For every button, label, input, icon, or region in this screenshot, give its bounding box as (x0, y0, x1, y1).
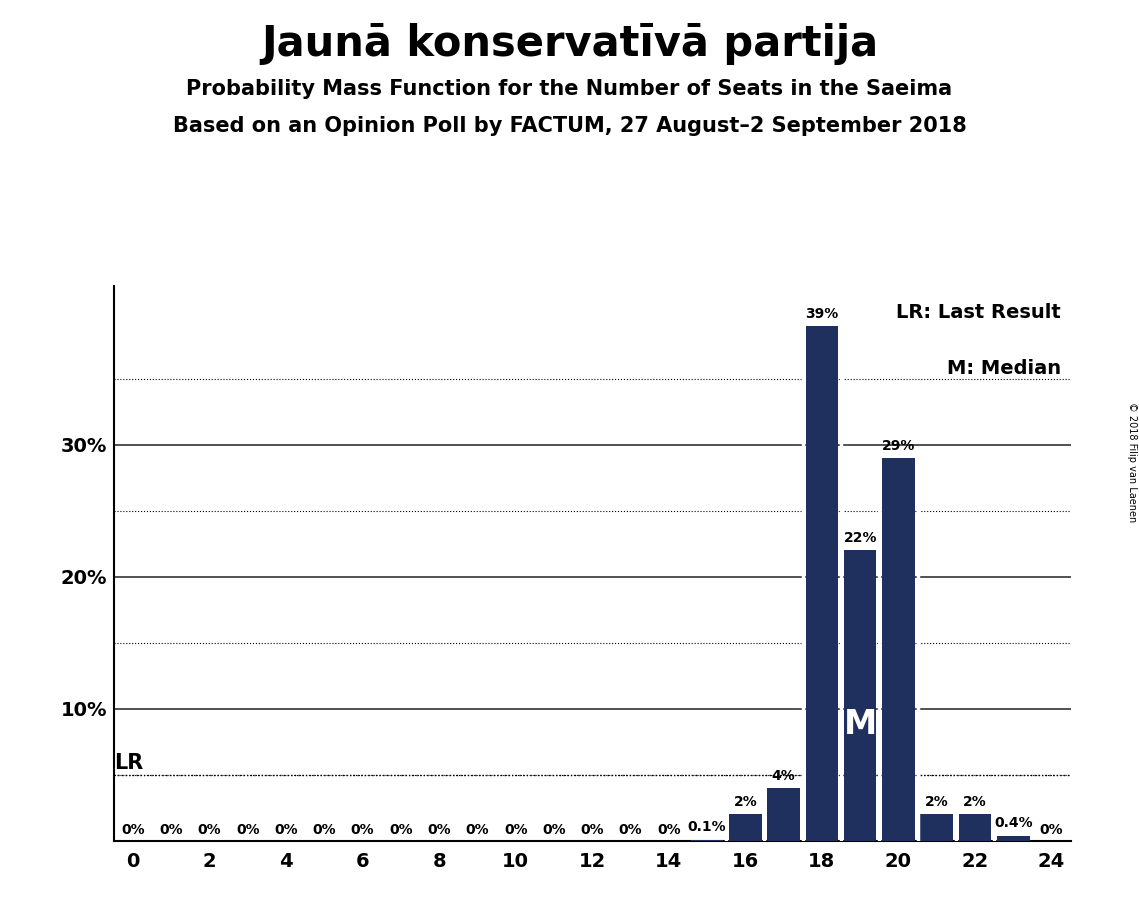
Bar (997, 835, 1030, 841)
Text: 0%: 0% (390, 823, 412, 837)
Text: 0%: 0% (1040, 823, 1064, 837)
Bar (883, 458, 915, 841)
Bar (691, 840, 723, 841)
Text: 0%: 0% (198, 823, 221, 837)
Text: 29%: 29% (882, 439, 915, 453)
Bar (805, 326, 838, 841)
Text: Probability Mass Function for the Number of Seats in the Saeima: Probability Mass Function for the Number… (187, 79, 952, 99)
Text: 0%: 0% (121, 823, 145, 837)
Text: 0%: 0% (159, 823, 183, 837)
Text: 0%: 0% (542, 823, 566, 837)
Text: LR: Last Result: LR: Last Result (896, 303, 1062, 322)
Text: 0%: 0% (503, 823, 527, 837)
Text: 0%: 0% (466, 823, 490, 837)
Text: 0%: 0% (236, 823, 260, 837)
Bar (959, 814, 991, 841)
Text: 0.4%: 0.4% (994, 816, 1033, 831)
Text: 22%: 22% (843, 531, 877, 545)
Text: 0%: 0% (351, 823, 375, 837)
Text: 0%: 0% (618, 823, 642, 837)
Bar (920, 814, 953, 841)
Text: Jaunā konservatīvā partija: Jaunā konservatīvā partija (261, 23, 878, 65)
Text: 0%: 0% (427, 823, 451, 837)
Text: 2%: 2% (925, 796, 949, 809)
Text: 0%: 0% (274, 823, 298, 837)
Text: © 2018 Filip van Laenen: © 2018 Filip van Laenen (1126, 402, 1137, 522)
Text: 0%: 0% (581, 823, 604, 837)
Text: M: Median: M: Median (947, 359, 1062, 378)
Bar (844, 551, 876, 841)
Text: M: M (844, 708, 877, 741)
Bar (729, 814, 762, 841)
Text: 2%: 2% (734, 796, 757, 809)
Text: 39%: 39% (805, 307, 838, 321)
Text: 0%: 0% (312, 823, 336, 837)
Text: 2%: 2% (964, 796, 986, 809)
Text: Based on an Opinion Poll by FACTUM, 27 August–2 September 2018: Based on an Opinion Poll by FACTUM, 27 A… (173, 116, 966, 136)
Text: 0%: 0% (657, 823, 681, 837)
Bar (768, 788, 800, 841)
Text: 4%: 4% (772, 769, 795, 783)
Text: 0.1%: 0.1% (688, 821, 727, 834)
Text: LR: LR (114, 753, 144, 772)
